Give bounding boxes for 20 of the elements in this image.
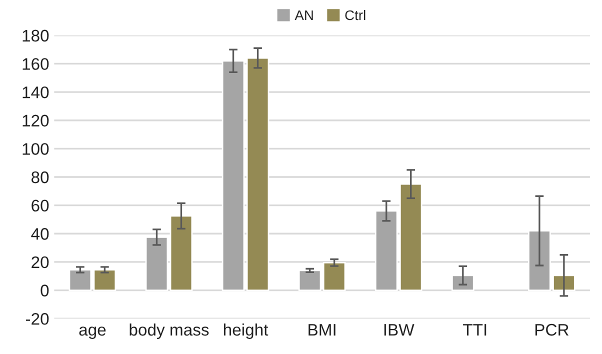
x-tick-label: BMI [308, 324, 336, 336]
y-tick-label: 140 [22, 86, 49, 98]
y-tick-label: 120 [22, 114, 49, 127]
y-tick-label: 0 [40, 284, 49, 296]
y-tick-label: 60 [32, 200, 49, 212]
x-tick-label: PCR [535, 324, 569, 336]
y-tick-label: -20 [26, 313, 49, 325]
x-tick-label: body mass [130, 323, 209, 339]
x-tick-label: TTI [463, 324, 486, 336]
y-tick-label: 80 [32, 171, 49, 184]
y-tick-label: 180 [22, 30, 49, 42]
y-tick-label: 40 [31, 228, 49, 240]
x-tick-label: height [224, 323, 268, 339]
x-tick-label: IBW [384, 324, 414, 336]
y-tick-label: 20 [32, 256, 49, 268]
legend-label: AN [294, 10, 313, 20]
legend-label: Ctrl [345, 10, 366, 20]
x-tick-label: age [79, 326, 106, 339]
y-tick-label: 100 [22, 143, 49, 155]
y-tick-label: 160 [22, 58, 49, 70]
